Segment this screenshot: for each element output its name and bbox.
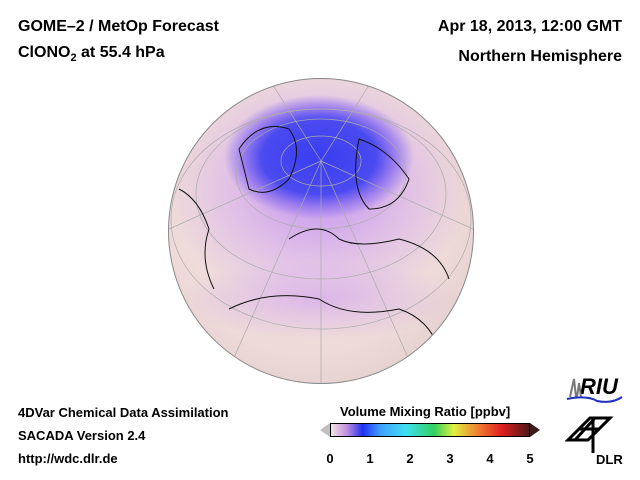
footer-version: SACADA Version 2.4: [18, 428, 146, 443]
riu-logo-graphic: [566, 378, 623, 403]
colorbar-label: Volume Mixing Ratio [ppbv]: [340, 404, 511, 419]
dlr-logo-icon: [565, 416, 614, 453]
dlr-logo-text: DLR: [596, 452, 623, 467]
colorbar-tick: 2: [406, 451, 414, 466]
hemisphere-globe-map: [168, 78, 474, 384]
colorbar-tick: 5: [526, 451, 534, 466]
region: Northern Hemisphere: [458, 48, 622, 65]
graticule: [169, 79, 473, 383]
colorbar-min-arrow: [320, 423, 330, 437]
colorbar-min-arrow-outline: [320, 423, 330, 437]
species-subscript: 2: [70, 52, 77, 65]
footer-url-link[interactable]: http://wdc.dlr.de: [18, 451, 118, 466]
pressure-level: at 55.4 hPa: [76, 44, 165, 61]
coastlines: [178, 126, 450, 350]
colorbar-tick: 4: [486, 451, 494, 466]
title: GOME–2 / MetOp Forecast: [18, 18, 219, 35]
riu-logo: RIU: [580, 374, 618, 399]
forecast-date: Apr 18, 2013, 12:00 GMT: [437, 18, 622, 35]
colorbar-tick: 1: [366, 451, 374, 466]
colorbar-max-arrow: [530, 423, 540, 437]
colorbar: [330, 423, 530, 437]
species-title: ClONO2 at 55.4 hPa: [18, 44, 165, 64]
colorbar-tick: 3: [446, 451, 454, 466]
species-name: ClONO: [18, 44, 71, 61]
footer-method: 4DVar Chemical Data Assimilation: [18, 405, 229, 420]
colorbar-tick: 0: [326, 451, 334, 466]
